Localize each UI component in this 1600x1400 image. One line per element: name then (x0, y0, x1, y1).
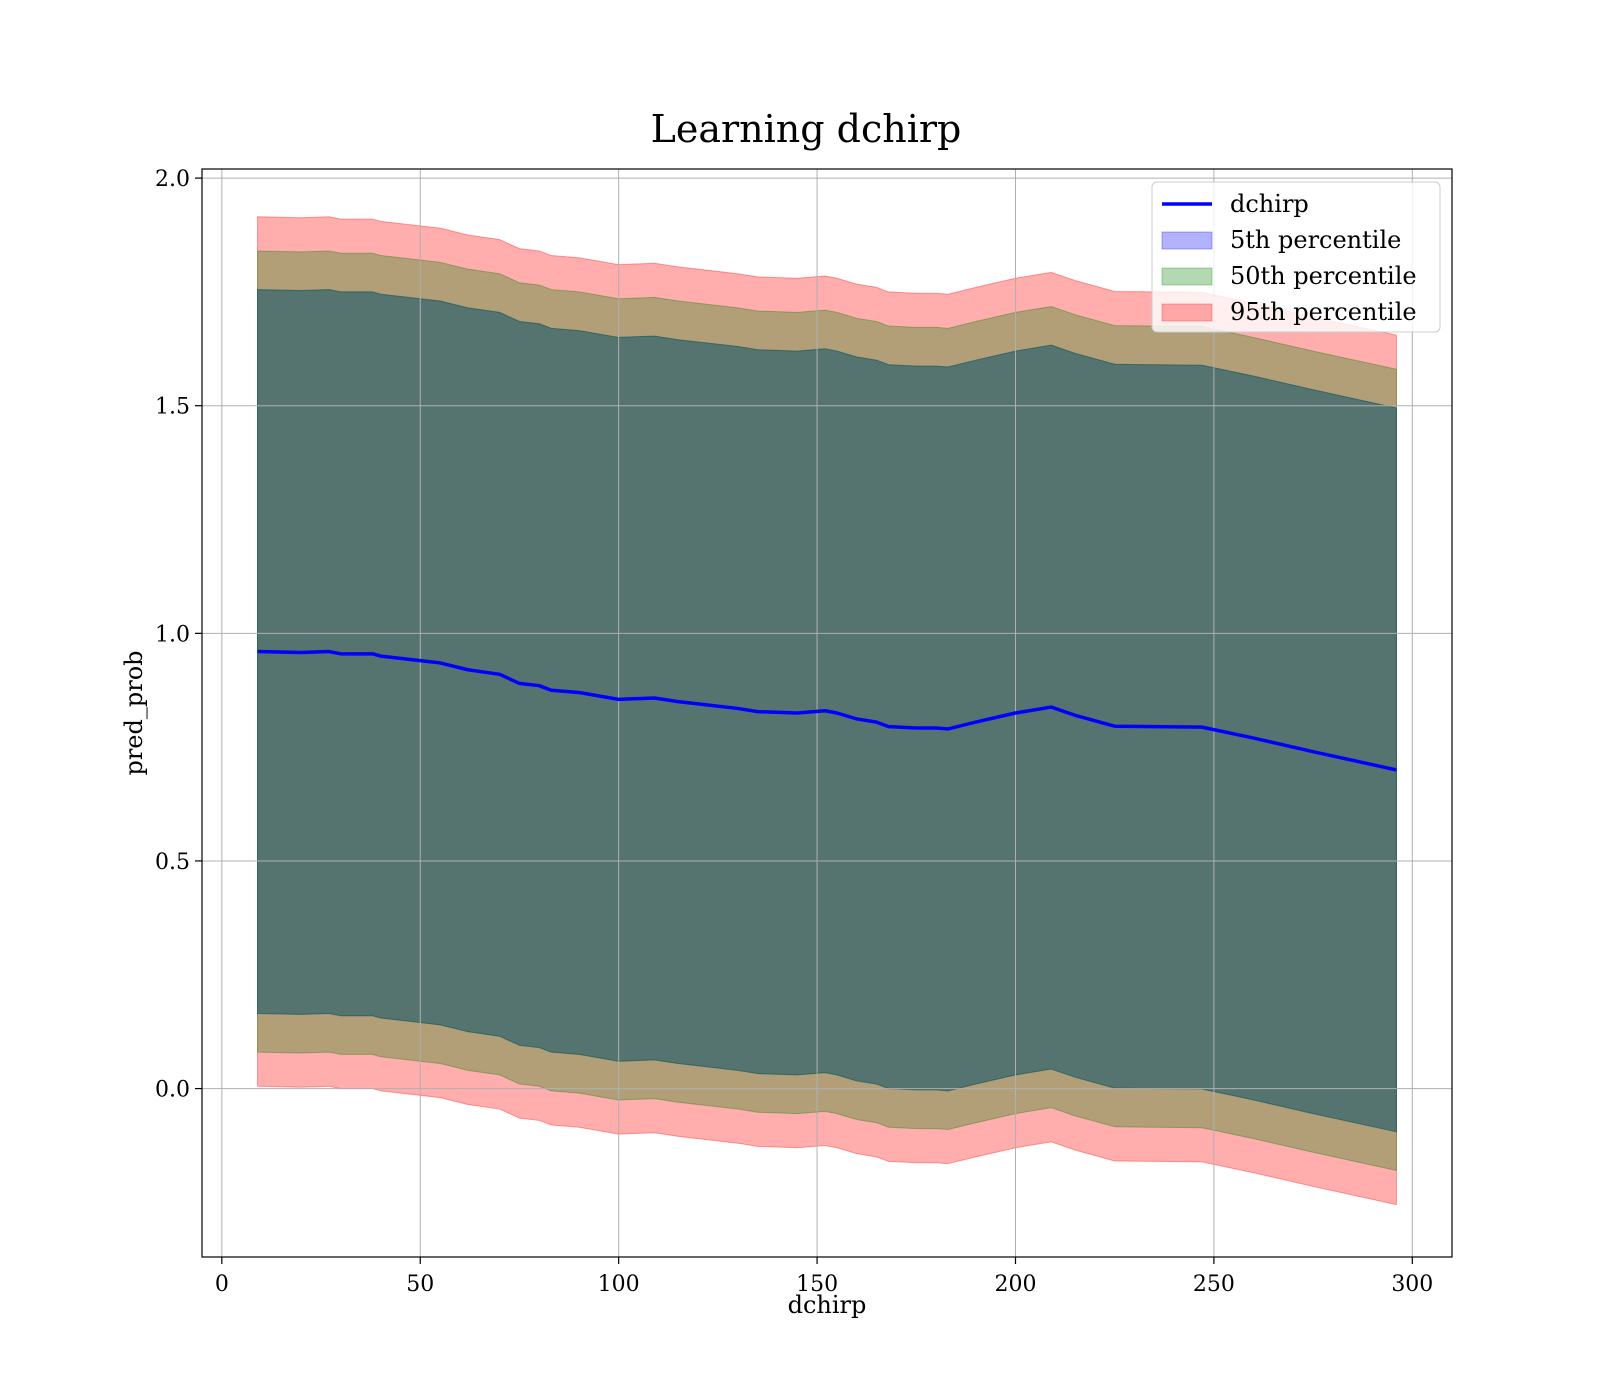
series-lines (257, 649, 1397, 772)
x-axis-ticks: 0 50 100 150 200 250 300 (215, 1257, 1433, 1297)
legend-entry-label: 50th percentile (1230, 262, 1417, 290)
legend-box (1151, 181, 1441, 333)
y-tick-label: 1.0 (155, 622, 190, 647)
x-axis-label: dchirp (788, 1291, 867, 1319)
x-tick-label: 0 (215, 1272, 229, 1297)
y-axis-ticks: 0.0 0.5 1.0 1.5 2.0 (155, 167, 202, 1103)
x-tick-label: 50 (406, 1272, 434, 1297)
x-tick-label: 100 (598, 1272, 640, 1297)
legend: dchirp 5th percentile 50th percentile 95th … (1151, 181, 1441, 333)
y-tick-label: 2.0 (155, 167, 190, 192)
series-line-dchirp (257, 649, 1397, 772)
legend-patch-swatch (1161, 231, 1213, 250)
y-tick-label: 0.0 (155, 1078, 190, 1103)
y-axis-label: pred_prob (120, 650, 148, 775)
x-tick-label: 300 (1391, 1272, 1433, 1297)
chart-title: Learning dchirp (651, 107, 962, 151)
plot-area-frame (201, 168, 1453, 1258)
y-tick-label: 0.5 (155, 850, 190, 875)
grid-lines (202, 169, 1452, 1257)
legend-patch-swatch (1161, 303, 1213, 322)
x-tick-label: 150 (796, 1272, 838, 1297)
legend-entry-label: 5th percentile (1230, 226, 1401, 254)
y-tick-label: 1.5 (155, 395, 190, 420)
legend-entry-label: dchirp (1230, 190, 1309, 218)
legend-patch-swatch (1161, 267, 1213, 286)
x-tick-label: 200 (994, 1272, 1036, 1297)
x-tick-label: 250 (1193, 1272, 1235, 1297)
legend-entry-label: 95th percentile (1230, 298, 1417, 326)
